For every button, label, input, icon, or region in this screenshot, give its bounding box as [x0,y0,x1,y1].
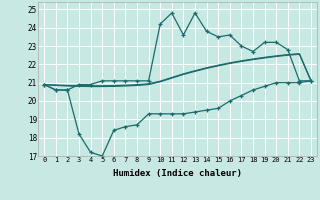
X-axis label: Humidex (Indice chaleur): Humidex (Indice chaleur) [113,169,242,178]
